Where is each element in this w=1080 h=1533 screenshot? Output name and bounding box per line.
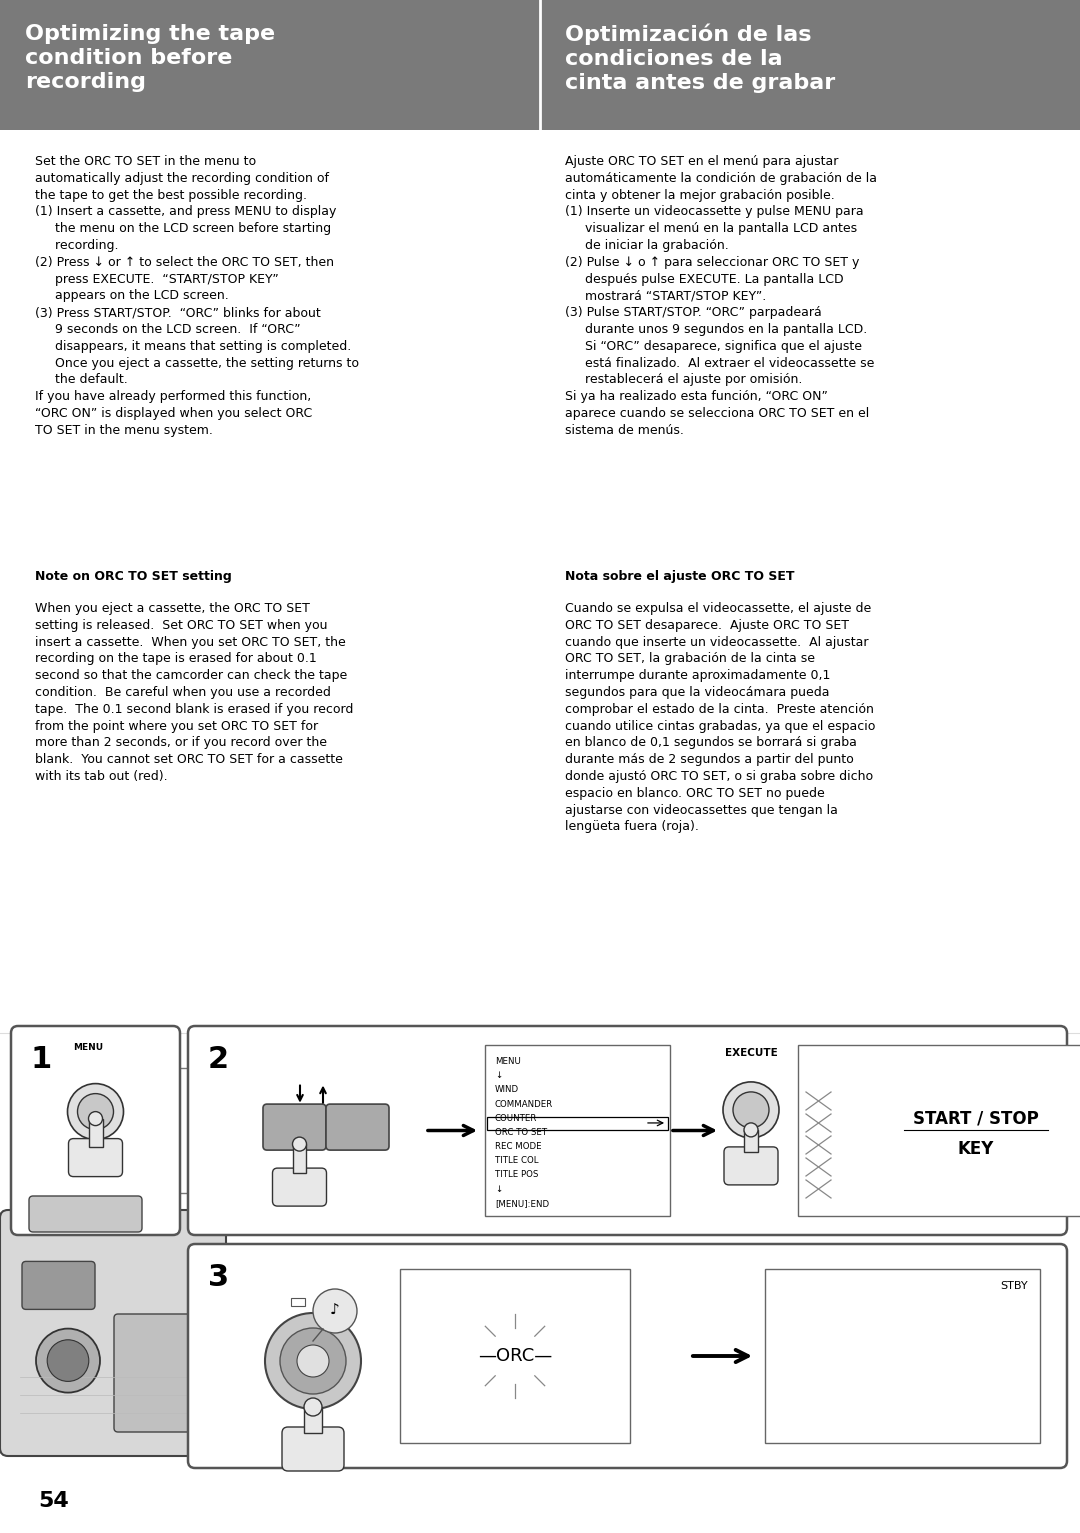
Text: [MENU]:END: [MENU]:END xyxy=(495,1199,549,1208)
Text: TITLE COL: TITLE COL xyxy=(495,1156,539,1165)
Text: ♪: ♪ xyxy=(330,1303,340,1317)
Text: MENU: MENU xyxy=(495,1056,521,1065)
Text: STBY: STBY xyxy=(1000,1282,1028,1291)
Polygon shape xyxy=(303,1407,322,1433)
FancyBboxPatch shape xyxy=(22,1262,95,1309)
FancyBboxPatch shape xyxy=(188,1026,1067,1236)
Text: REC MODE: REC MODE xyxy=(495,1142,542,1151)
FancyBboxPatch shape xyxy=(68,1139,122,1177)
FancyBboxPatch shape xyxy=(114,1314,207,1432)
Circle shape xyxy=(293,1137,307,1151)
Circle shape xyxy=(280,1328,346,1393)
Text: Note on ORC TO SET setting: Note on ORC TO SET setting xyxy=(35,570,232,583)
Text: Optimizing the tape
condition before
recording: Optimizing the tape condition before rec… xyxy=(25,25,275,92)
Text: COUNTER: COUNTER xyxy=(495,1114,538,1122)
Text: 54: 54 xyxy=(38,1492,69,1512)
Bar xyxy=(291,1298,305,1306)
FancyBboxPatch shape xyxy=(272,1168,326,1206)
Circle shape xyxy=(733,1091,769,1128)
FancyBboxPatch shape xyxy=(29,1196,141,1233)
Text: EXECUTE: EXECUTE xyxy=(725,1049,778,1058)
Text: 2: 2 xyxy=(208,1046,229,1075)
Circle shape xyxy=(297,1344,329,1377)
FancyBboxPatch shape xyxy=(485,1046,670,1216)
FancyBboxPatch shape xyxy=(765,1269,1040,1443)
Circle shape xyxy=(723,1082,779,1137)
Circle shape xyxy=(744,1122,758,1137)
Text: Ajuste ORC TO SET en el menú para ajustar
automáticamente la condición de grabac: Ajuste ORC TO SET en el menú para ajusta… xyxy=(565,155,877,437)
Polygon shape xyxy=(89,1119,103,1147)
Text: ↓: ↓ xyxy=(495,1072,502,1081)
Circle shape xyxy=(36,1329,100,1392)
Text: —ORC—: —ORC— xyxy=(477,1348,552,1364)
Text: TITLE POS: TITLE POS xyxy=(495,1171,538,1179)
Circle shape xyxy=(313,1289,357,1334)
Text: Set the ORC TO SET in the menu to
automatically adjust the recording condition o: Set the ORC TO SET in the menu to automa… xyxy=(35,155,359,437)
Polygon shape xyxy=(293,1144,307,1173)
Text: Cuando se expulsa el videocassette, el ajuste de
ORC TO SET desaparece.  Ajuste : Cuando se expulsa el videocassette, el a… xyxy=(565,602,876,834)
Circle shape xyxy=(67,1084,123,1139)
Text: START / STOP: START / STOP xyxy=(913,1110,1038,1127)
Text: 1: 1 xyxy=(31,1046,52,1075)
FancyBboxPatch shape xyxy=(11,1026,180,1236)
FancyBboxPatch shape xyxy=(264,1104,326,1150)
Text: When you eject a cassette, the ORC TO SET
setting is released.  Set ORC TO SET w: When you eject a cassette, the ORC TO SE… xyxy=(35,602,353,783)
Text: ORC TO SET: ORC TO SET xyxy=(495,1128,548,1137)
Circle shape xyxy=(265,1312,361,1409)
FancyBboxPatch shape xyxy=(724,1147,778,1185)
FancyBboxPatch shape xyxy=(282,1427,345,1472)
Bar xyxy=(487,1116,669,1130)
Circle shape xyxy=(89,1111,103,1125)
Polygon shape xyxy=(744,1130,758,1151)
FancyBboxPatch shape xyxy=(400,1269,630,1443)
Bar xyxy=(0,0,540,130)
Text: Optimización de las
condiciones de la
cinta antes de grabar: Optimización de las condiciones de la ci… xyxy=(565,23,835,94)
Text: Nota sobre el ajuste ORC TO SET: Nota sobre el ajuste ORC TO SET xyxy=(565,570,795,583)
Text: KEY: KEY xyxy=(957,1139,994,1157)
Text: COMMANDER: COMMANDER xyxy=(495,1099,553,1108)
FancyBboxPatch shape xyxy=(0,1210,226,1456)
Bar xyxy=(540,0,1080,130)
Circle shape xyxy=(303,1398,322,1416)
Circle shape xyxy=(78,1093,113,1130)
FancyBboxPatch shape xyxy=(798,1046,1080,1216)
Circle shape xyxy=(48,1340,89,1381)
Text: ↓: ↓ xyxy=(495,1185,502,1194)
FancyBboxPatch shape xyxy=(326,1104,389,1150)
Text: WIND: WIND xyxy=(495,1085,519,1095)
FancyBboxPatch shape xyxy=(188,1243,1067,1469)
Text: MENU: MENU xyxy=(73,1042,103,1052)
Text: 3: 3 xyxy=(208,1263,229,1292)
